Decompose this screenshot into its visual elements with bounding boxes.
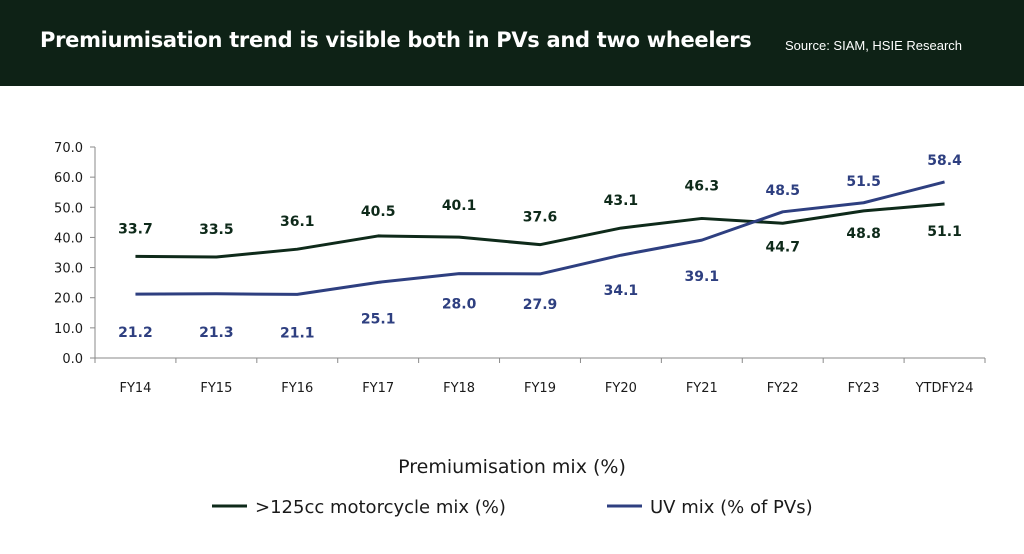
x-tick-label: FY23 <box>848 381 880 396</box>
x-tick-label: FY16 <box>281 381 313 396</box>
data-label: 28.0 <box>442 297 477 313</box>
axes: 0.0 10.0 20.0 30.0 40.0 50.0 60.0 70.0 FY14 FY15 F… <box>54 141 986 396</box>
x-tick-label: FY20 <box>605 381 637 396</box>
series-line-motorcycle <box>135 202 945 259</box>
x-tick-label: FY22 <box>767 381 799 396</box>
legend: >125cc motorcycle mix (%) UV mix (% of PV… <box>212 497 813 518</box>
data-label: 21.3 <box>199 325 234 341</box>
x-tick-label: FY18 <box>443 381 475 396</box>
page-title: Premiumisation trend is visible both in … <box>40 28 752 52</box>
data-label: 44.7 <box>765 239 800 255</box>
chart-title: Premiumisation mix (%) <box>398 456 626 478</box>
y-tick-label: 50.0 <box>54 201 83 216</box>
line-chart: 0.0 10.0 20.0 30.0 40.0 50.0 60.0 70.0 FY14 FY15 F… <box>54 141 986 518</box>
y-tick-label: 60.0 <box>54 171 83 186</box>
data-labels: 33.7 33.5 36.1 40.5 40.1 37.6 43.1 46.3 44.7 48.8… <box>118 153 962 341</box>
y-tick-label: 20.0 <box>54 292 83 307</box>
data-label: 40.5 <box>361 204 396 220</box>
series-line-uv <box>135 180 945 296</box>
data-label: 51.5 <box>846 174 881 190</box>
data-label: 33.5 <box>199 222 234 238</box>
legend-label: >125cc motorcycle mix (%) <box>255 497 506 518</box>
y-tick-label: 30.0 <box>54 262 83 277</box>
y-tick-label: 40.0 <box>54 231 83 246</box>
data-label: 33.7 <box>118 221 153 237</box>
header-bar: Premiumisation trend is visible both in … <box>0 0 1024 86</box>
data-label: 21.1 <box>280 325 315 341</box>
data-label: 37.6 <box>523 210 558 226</box>
data-label: 27.9 <box>523 297 558 313</box>
data-label: 36.1 <box>280 214 315 230</box>
source-note: Source: SIAM, HSIE Research <box>785 38 963 53</box>
data-label: 46.3 <box>685 178 720 194</box>
data-label: 25.1 <box>361 311 396 327</box>
y-tick-label: 70.0 <box>54 141 83 156</box>
data-label: 48.5 <box>765 183 800 199</box>
series-lines <box>135 180 945 296</box>
data-label: 34.1 <box>604 283 639 299</box>
x-tick-label: YTDFY24 <box>915 381 974 396</box>
x-tick-label: FY14 <box>119 381 151 396</box>
x-tick-label: FY15 <box>200 381 232 396</box>
data-label: 58.4 <box>927 153 962 169</box>
y-tick-label: 0.0 <box>62 352 83 367</box>
x-tick-label: FY21 <box>686 381 718 396</box>
data-label: 21.2 <box>118 325 153 341</box>
x-tick-label: FY17 <box>362 381 394 396</box>
x-tick-label: FY19 <box>524 381 556 396</box>
data-label: 48.8 <box>846 226 881 242</box>
data-label: 43.1 <box>604 193 639 209</box>
data-label: 40.1 <box>442 198 477 214</box>
y-tick-label: 10.0 <box>54 322 83 337</box>
data-label: 39.1 <box>685 269 720 285</box>
legend-label: UV mix (% of PVs) <box>650 497 813 518</box>
data-label: 51.1 <box>927 224 962 240</box>
